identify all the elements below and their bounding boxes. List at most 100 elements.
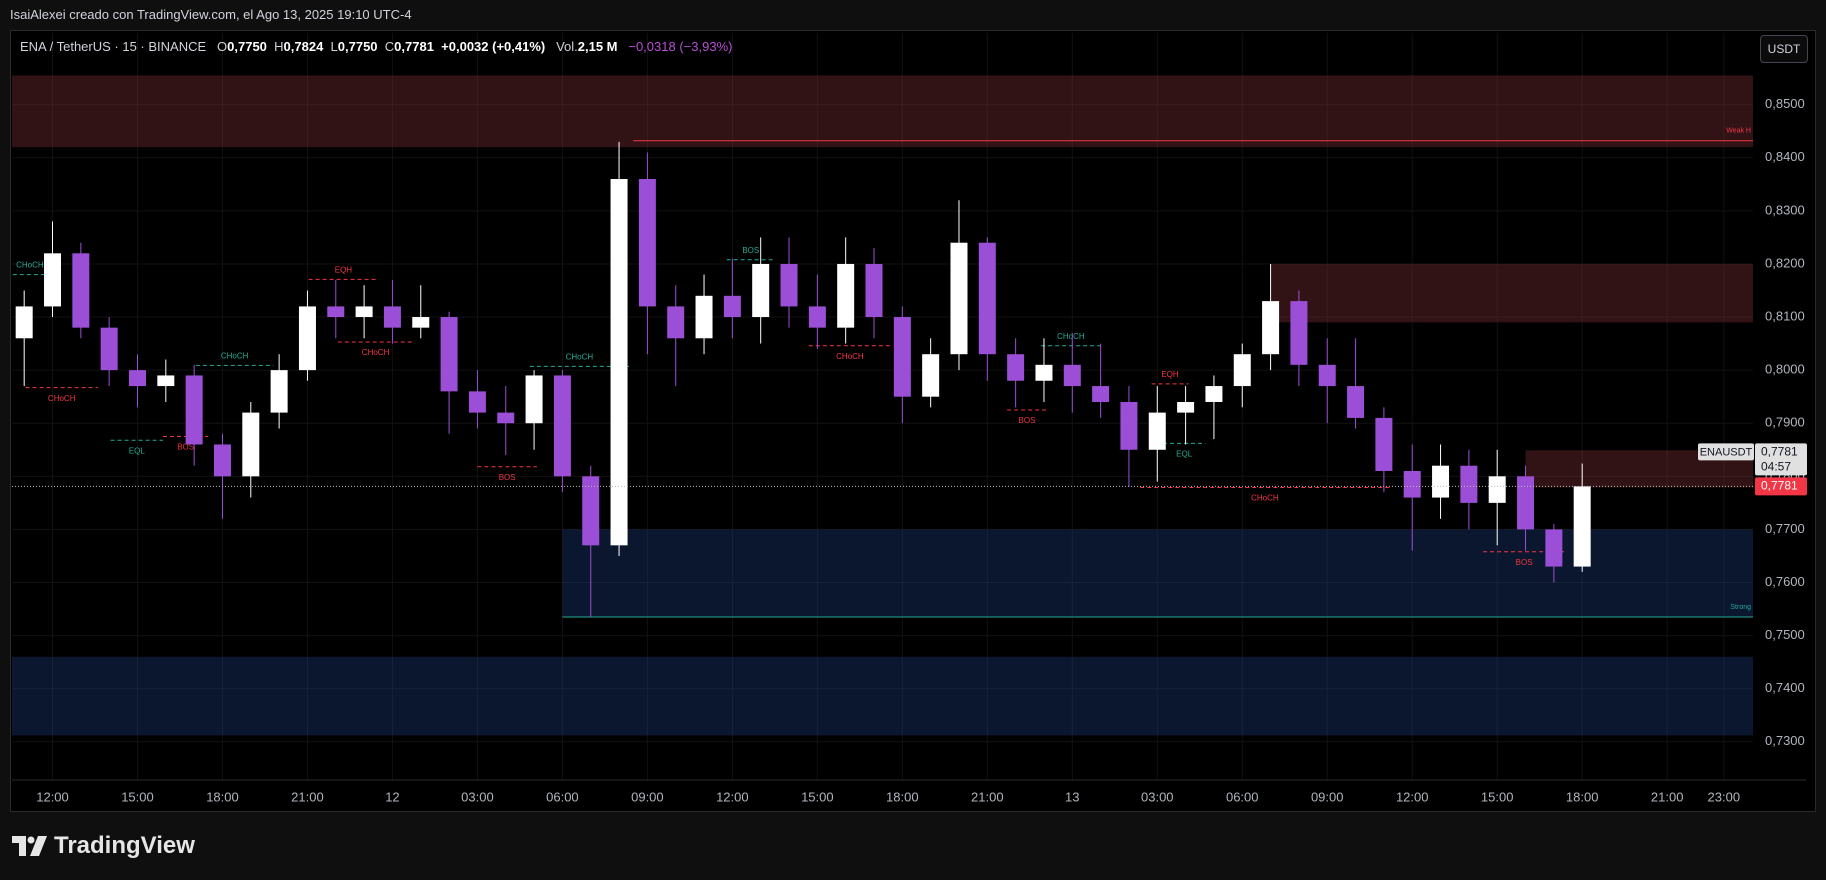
indicator-pct: (−3,93%) (679, 39, 733, 54)
candle-body (242, 412, 260, 477)
c-label: C (384, 39, 395, 54)
x-tick-label: 21:00 (291, 789, 324, 804)
y-tick-label: 0,7600 (1765, 574, 1805, 589)
candle-body (1262, 301, 1280, 355)
y-tick-label: 0,7400 (1765, 680, 1805, 695)
x-tick-label: 18:00 (206, 789, 239, 804)
y-tick-label: 0,8500 (1765, 96, 1805, 111)
volume: 2,15 M (577, 39, 618, 54)
chart: 0,73000,74000,75000,76000,77000,78000,79… (12, 33, 1807, 804)
candle-body (978, 242, 996, 355)
candle-body (270, 370, 288, 413)
change: +0,0032 (+0,41%) (441, 39, 546, 54)
structure-label: CHoCH (836, 352, 864, 361)
candle-body (412, 317, 430, 328)
candle-body (638, 179, 656, 307)
symbol-tag-text: ENAUSDT (1700, 446, 1753, 458)
candle-body (950, 242, 968, 355)
o-label: O (217, 39, 228, 54)
x-tick-label: 23:00 (1708, 789, 1741, 804)
candle-body (1092, 386, 1110, 402)
candle-body (922, 354, 940, 397)
candle-body (1432, 465, 1450, 498)
countdown: 04:57 (1761, 460, 1791, 474)
y-tick-label: 0,7900 (1765, 415, 1805, 430)
candle-body (553, 375, 571, 477)
low: 0,7750 (337, 39, 378, 54)
candle-body (695, 295, 713, 339)
structure-label: BOS (1019, 416, 1036, 425)
candle-body (1290, 301, 1308, 365)
candle-body (1148, 412, 1166, 450)
candle-body (1063, 364, 1081, 387)
candle-body (582, 476, 600, 546)
x-tick-label: 15:00 (121, 789, 154, 804)
candle-body (752, 263, 770, 318)
x-tick-label: 18:00 (886, 789, 919, 804)
logo (12, 836, 47, 856)
high: 0,7824 (283, 39, 324, 54)
x-tick-label: 06:00 (546, 789, 579, 804)
candle-body (298, 306, 316, 371)
y-tick-label: 0,8300 (1765, 202, 1805, 217)
legend: ENA / TetherUS · 15 · BINANCE O0,7750 H0… (20, 39, 732, 54)
y-tick-label: 0,7300 (1765, 733, 1805, 748)
candle-body (1517, 476, 1535, 530)
candle-body (1347, 386, 1365, 418)
candle-body (1573, 486, 1591, 567)
candle-body (1403, 471, 1421, 498)
structure-label: CHoCH (362, 348, 390, 357)
price-tag-grey-value: 0,7781 (1761, 445, 1798, 459)
candle-body (837, 263, 855, 328)
structure-label: BOS (742, 246, 759, 255)
candle-body (72, 253, 90, 328)
structure-label: CHoCH (221, 351, 249, 360)
y-tick-label: 0,8000 (1765, 362, 1805, 377)
x-tick-label: 09:00 (1311, 789, 1344, 804)
candle-body (1460, 465, 1478, 503)
y-tick-label: 0,7700 (1765, 521, 1805, 536)
candle-body (525, 375, 543, 424)
price-tag (1755, 477, 1807, 496)
candle-body (15, 306, 33, 339)
candle-body (440, 317, 458, 392)
structure-label: CHoCH (1057, 332, 1085, 341)
candle-body (497, 412, 515, 424)
x-tick-label: 12:00 (36, 789, 69, 804)
structure-label: CHoCH (16, 261, 44, 270)
x-tick-label: 06:00 (1226, 789, 1259, 804)
candle-body (100, 327, 118, 371)
symbol-tag (1698, 443, 1754, 461)
candle-body (808, 306, 826, 328)
chart-panel (10, 30, 1816, 812)
candle-body (383, 306, 401, 328)
zone (12, 75, 1753, 148)
candle-body (1007, 354, 1025, 381)
y-tick-label: 0,7500 (1765, 627, 1805, 642)
x-tick-label: 12 (385, 789, 399, 804)
candle-body (1035, 364, 1053, 381)
structure-label: BOS (177, 443, 194, 452)
structure-label: CHoCH (566, 353, 594, 362)
x-tick-label: 18:00 (1566, 789, 1599, 804)
candle-body (44, 253, 62, 307)
y-tick-label: 0,8200 (1765, 255, 1805, 270)
x-tick-label: 15:00 (1481, 789, 1514, 804)
price-tag-grey (1755, 443, 1807, 476)
price-tag-value: 0,7781 (1761, 479, 1798, 493)
candle-body (1545, 529, 1563, 567)
open: 0,7750 (227, 39, 267, 54)
credit: IsaiAlexei creado con TradingView.com, e… (10, 7, 412, 22)
candle-body (1233, 354, 1251, 387)
candle-body (185, 375, 203, 445)
y-tick-label: 0,8400 (1765, 149, 1805, 164)
currency-button[interactable]: USDT (1760, 35, 1808, 63)
level-label: Strong (1730, 604, 1751, 611)
close: 0,7781 (394, 39, 434, 54)
x-tick-label: 13 (1065, 789, 1079, 804)
l-label: L (330, 39, 338, 54)
candle-body (1375, 417, 1393, 472)
candle-body (780, 263, 798, 307)
structure-label: EQH (1161, 370, 1179, 379)
x-tick-label: 12:00 (716, 789, 749, 804)
